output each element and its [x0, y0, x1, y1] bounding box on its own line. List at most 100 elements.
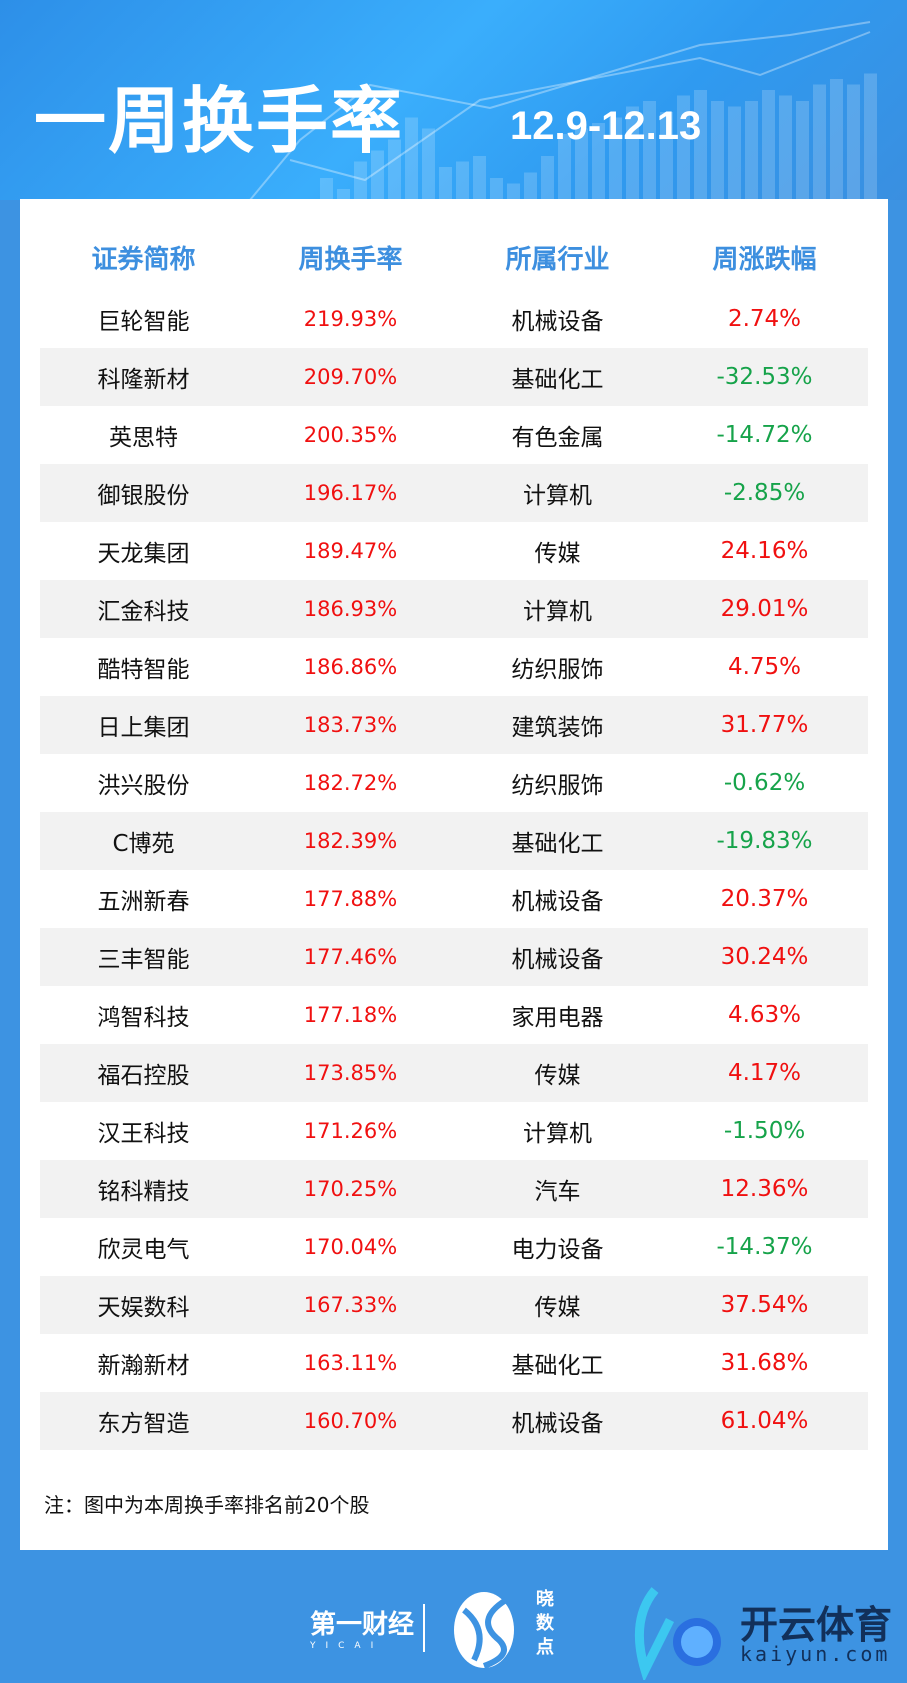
kaiyun-url: kaiyun.com [740, 1642, 891, 1666]
turnover-rate: 183.73% [303, 713, 398, 737]
table-row: 三丰智能 177.46% 机械设备 30.24% [40, 928, 868, 986]
weekly-change: 24.16% [720, 538, 809, 564]
turnover-rate: 170.25% [303, 1177, 398, 1201]
weekly-change: -1.50% [723, 1118, 806, 1144]
table-row: 天龙集团 189.47% 传媒 24.16% [40, 522, 868, 580]
decorative-bar [609, 117, 622, 200]
weekly-change: -19.83% [716, 828, 813, 854]
turnover-rate: 167.33% [303, 1293, 398, 1317]
decorative-bar [626, 106, 639, 200]
column-header-change: 周涨跌幅 [712, 245, 817, 275]
turnover-rate: 186.86% [303, 655, 398, 679]
header-banner: 一周换手率 12.9-12.13 [0, 0, 907, 200]
kaiyun-logo-text: 开云体育 [740, 1603, 893, 1647]
decorative-bar [711, 101, 724, 200]
date-range: 12.9-12.13 [510, 104, 702, 148]
turnover-rate: 171.26% [303, 1119, 398, 1143]
stock-name: 新瀚新材 [97, 1353, 190, 1379]
decorative-bar [864, 73, 877, 200]
industry: 纺织服饰 [511, 773, 604, 799]
decorative-bar [456, 161, 469, 200]
decorative-bar [490, 178, 503, 200]
industry: 机械设备 [511, 309, 604, 335]
stock-name: 天龙集团 [97, 541, 190, 567]
yicai-logo: 第一财经 YICAI [310, 1610, 415, 1651]
weekly-change: 4.63% [727, 1002, 802, 1028]
weekly-change: 4.17% [727, 1060, 802, 1086]
chart-decoration [249, 21, 877, 200]
decorative-bar [524, 172, 537, 200]
decorative-bar [813, 84, 826, 200]
turnover-rate: 182.72% [303, 771, 398, 795]
table-row: 洪兴股份 182.72% 纺织服饰 -0.62% [40, 754, 868, 812]
decorative-bar [728, 106, 741, 200]
turnover-rate: 160.70% [303, 1409, 398, 1433]
table-row: 英思特 200.35% 有色金属 -14.72% [40, 406, 868, 464]
stock-name: 御银股份 [97, 483, 190, 509]
stock-name: 巨轮智能 [97, 309, 190, 335]
table-row: 巨轮智能 219.93% 机械设备 2.74% [40, 290, 868, 348]
stock-name: 科隆新材 [97, 367, 190, 393]
turnover-rate: 170.04% [303, 1235, 398, 1259]
decorative-bar [643, 101, 656, 200]
decorative-bar [371, 150, 384, 200]
industry: 机械设备 [511, 1411, 604, 1437]
industry: 传媒 [534, 541, 581, 567]
turnover-rate: 173.85% [303, 1061, 398, 1085]
turnover-rate: 177.88% [303, 887, 398, 911]
stock-name: 福石控股 [97, 1063, 190, 1089]
table-row: 酷特智能 186.86% 纺织服饰 4.75% [40, 638, 868, 696]
stock-name: 汇金科技 [97, 599, 190, 625]
decorative-bar [592, 123, 605, 200]
table-card: 证券简称 周换手率 所属行业 周涨跌幅 巨轮智能 219.93% 机械设备 2.74%… [20, 199, 888, 1550]
table-row: 铭科精技 170.25% 汽车 12.36% [40, 1160, 868, 1218]
column-header-name: 证券简称 [91, 245, 196, 275]
decorative-bar [388, 139, 401, 200]
table-row: 科隆新材 209.70% 基础化工 -32.53% [40, 348, 868, 406]
footer: 第一财经 YICAI 晓数点 开云体育 kaiyun.com [0, 1560, 907, 1683]
weekly-change: 29.01% [720, 596, 809, 622]
table-row: 福石控股 173.85% 传媒 4.17% [40, 1044, 868, 1102]
table-body: 巨轮智能 219.93% 机械设备 2.74% 科隆新材 209.70% 基础化工 -32.5… [40, 290, 868, 1450]
industry: 基础化工 [511, 1353, 604, 1379]
stock-name: 汉王科技 [97, 1121, 190, 1147]
industry: 电力设备 [511, 1237, 604, 1263]
industry: 建筑装饰 [511, 715, 604, 741]
table-row: 欣灵电气 170.04% 电力设备 -14.37% [40, 1218, 868, 1276]
turnover-rate: 219.93% [303, 307, 398, 331]
industry: 家用电器 [511, 1005, 604, 1031]
decorative-bar [677, 95, 690, 200]
table-row: 汇金科技 186.93% 计算机 29.01% [40, 580, 868, 638]
table-row: 汉王科技 171.26% 计算机 -1.50% [40, 1102, 868, 1160]
weekly-change: 12.36% [720, 1176, 809, 1202]
stock-name: 欣灵电气 [97, 1237, 190, 1263]
xiaoshudian-logo-icon [454, 1592, 514, 1669]
divider [423, 1604, 425, 1652]
decorative-bar [473, 156, 486, 200]
table-row: 天娱数科 167.33% 传媒 37.54% [40, 1276, 868, 1334]
turnover-rate: 189.47% [303, 539, 398, 563]
table-row: 日上集团 183.73% 建筑装饰 31.77% [40, 696, 868, 754]
decorative-bar [660, 112, 673, 200]
weekly-change: 20.37% [720, 886, 809, 912]
decorative-bar [575, 128, 588, 200]
weekly-change: -2.85% [723, 480, 806, 506]
weekly-change: -0.62% [723, 770, 806, 796]
turnover-rate: 200.35% [303, 423, 398, 447]
industry: 有色金属 [511, 425, 604, 451]
column-header-turnover: 周换手率 [298, 245, 403, 275]
weekly-change: -14.37% [716, 1234, 813, 1260]
decorative-bar [422, 128, 435, 200]
stock-name: 三丰智能 [97, 947, 190, 973]
turnover-rate: 186.93% [303, 597, 398, 621]
kaiyun-logo-icon [634, 1587, 721, 1680]
industry: 计算机 [523, 1121, 592, 1147]
xiaoshudian-label: 晓数点 [536, 1589, 554, 1658]
turnover-rate: 182.39% [303, 829, 398, 853]
decorative-bar [337, 189, 350, 200]
stock-name: 天娱数科 [97, 1295, 190, 1321]
weekly-change: -14.72% [716, 422, 813, 448]
stock-name: 洪兴股份 [97, 773, 190, 799]
decorative-bar [354, 161, 367, 200]
turnover-rate: 177.46% [303, 945, 398, 969]
